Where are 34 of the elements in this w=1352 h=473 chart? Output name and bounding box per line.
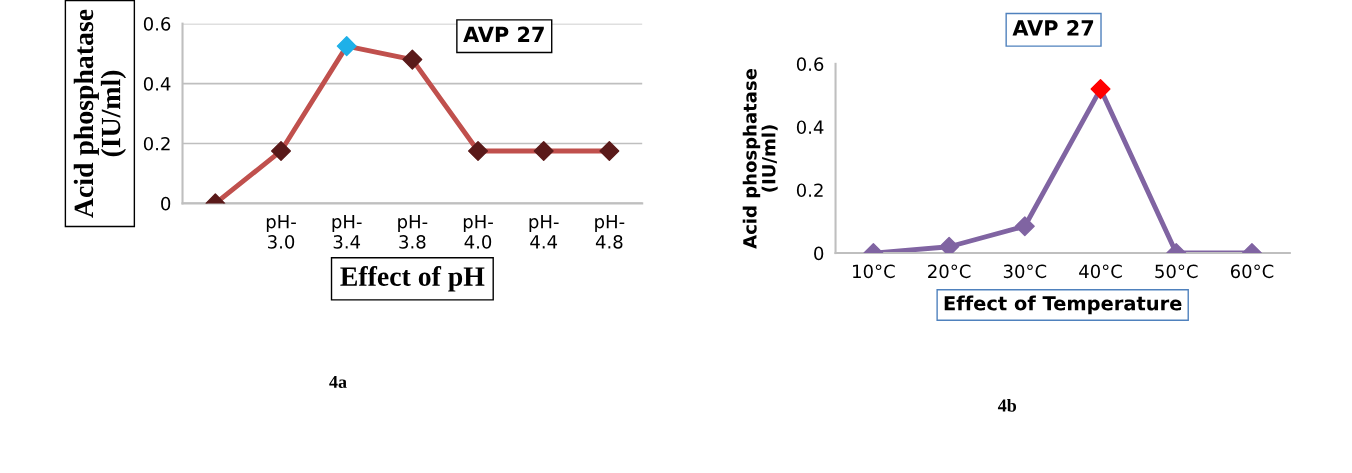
x-tick-label: 50°C	[1155, 264, 1198, 279]
chart-title: AVP 27	[463, 26, 544, 42]
x-tick-label: pH- 3.0	[266, 215, 296, 249]
y-tick-label: 0.4	[796, 120, 824, 135]
y-tick-label: 0.4	[143, 77, 171, 91]
y-tick-label: 0.6	[143, 17, 171, 31]
y-axis-title: Acid phosphatase (IU/ml)	[73, 9, 127, 218]
y-axis-title: Acid phosphatase (IU/ml)	[742, 68, 778, 249]
point	[468, 140, 489, 161]
x-tick-label: 60°C	[1230, 264, 1274, 279]
x-axis-title: Effect of pH	[340, 266, 485, 292]
y-tick-label: 0.2	[143, 136, 170, 151]
point	[533, 140, 554, 161]
x-tick-label: pH- 4.0	[463, 215, 493, 249]
x-tick-label: 30°C	[1003, 264, 1047, 279]
y-tick-label: 0	[814, 246, 824, 261]
y-tick-label: 0	[161, 196, 171, 211]
point	[599, 140, 620, 161]
x-tick-label: 20°C	[928, 264, 971, 279]
y-tick-label: 0.6	[796, 57, 824, 71]
x-tick-label: pH- 3.8	[398, 215, 428, 249]
x-axis-title: Effect of Temperature	[944, 295, 1182, 315]
point	[336, 36, 357, 57]
x-tick-label: pH- 3.4	[332, 215, 362, 249]
x-tick-label: 10°C	[853, 264, 895, 279]
point	[271, 140, 292, 161]
chart-title: AVP 27	[1012, 20, 1094, 36]
x-tick-label: 40°C	[1079, 264, 1122, 279]
x-tick-label: pH- 4.4	[529, 215, 559, 249]
text: 4b	[997, 398, 1017, 412]
text: 4a	[329, 375, 347, 389]
x-tick-label: pH- 4.8	[595, 215, 625, 249]
y-tick-label: 0.2	[796, 183, 823, 198]
point	[402, 49, 423, 70]
